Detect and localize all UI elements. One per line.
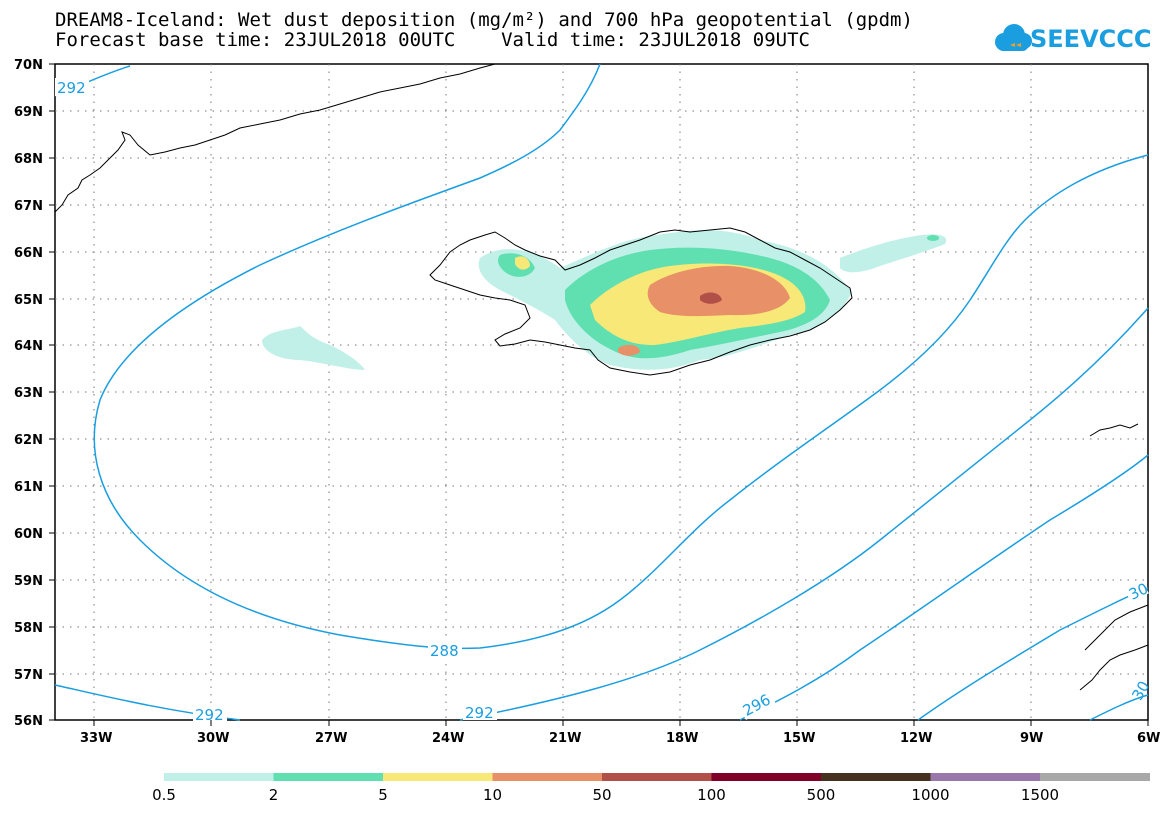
cloud-icon [995, 24, 1032, 51]
legend-swatch [273, 773, 384, 781]
legend-swatch [821, 773, 931, 781]
lat-label: 58N [14, 621, 43, 636]
legend-label: 1000 [911, 786, 949, 804]
latitude-labels: 70N 69N 68N 67N 66N 65N 64N 63N 62N 61N … [14, 58, 43, 729]
logo-text: SEEVCCC [1030, 25, 1152, 53]
lon-label: 12W [900, 731, 932, 746]
lat-label: 57N [14, 668, 43, 683]
geopotential-contours [54, 63, 1149, 721]
legend-swatch [602, 773, 712, 781]
lat-label: 66N [14, 246, 43, 261]
contour-label: 292 [195, 706, 224, 724]
coastline [54, 63, 1149, 691]
lon-label: 21W [549, 731, 581, 746]
lon-label: 27W [315, 731, 347, 746]
lat-label: 64N [14, 339, 43, 354]
map-frame [54, 63, 1149, 721]
lat-label: 62N [14, 433, 43, 448]
lon-label: 33W [80, 731, 112, 746]
lon-label: 30W [197, 731, 229, 746]
legend-swatch [492, 773, 603, 781]
dust-deposition-field [262, 230, 947, 370]
legend-swatch [1040, 773, 1150, 781]
legend-swatch [711, 773, 822, 781]
contour-label: 292 [57, 79, 86, 97]
lat-label: 61N [14, 480, 43, 495]
lat-label: 67N [14, 199, 43, 214]
lat-label: 69N [14, 105, 43, 120]
map-subtitle: Forecast base time: 23JUL2018 00UTC Vali… [55, 29, 810, 51]
legend-swatch [164, 773, 274, 781]
lon-label: 15W [783, 731, 815, 746]
lat-label: 60N [14, 527, 43, 542]
longitude-labels: 33W 30W 27W 24W 21W 18W 15W 12W 9W 6W [80, 731, 1160, 746]
legend-labels: 0.5 2 5 10 50 100 500 1000 1500 [152, 786, 1059, 804]
lon-label: 24W [432, 731, 464, 746]
lat-label: 68N [14, 152, 43, 167]
lat-label: 56N [14, 714, 43, 729]
legend-label: 1500 [1021, 786, 1059, 804]
contour-label: 292 [465, 704, 494, 722]
legend-label: 5 [378, 786, 388, 804]
axis-ticks [49, 63, 1149, 726]
legend-label: 500 [807, 786, 836, 804]
legend-colorbar [164, 773, 1150, 781]
legend-label: 2 [269, 786, 279, 804]
legend-label: 100 [697, 786, 726, 804]
lat-label: 59N [14, 574, 43, 589]
lat-label: 65N [14, 293, 43, 308]
legend-swatch [930, 773, 1041, 781]
lon-label: 9W [1020, 731, 1043, 746]
lon-label: 18W [666, 731, 698, 746]
legend-label: 50 [592, 786, 611, 804]
lat-label: 63N [14, 386, 43, 401]
legend-swatch [383, 773, 493, 781]
map-title: DREAM8-Iceland: Wet dust deposition (mg/… [55, 9, 913, 31]
legend-label: 0.5 [152, 786, 176, 804]
lat-label: 70N [14, 58, 43, 73]
legend-label: 10 [483, 786, 502, 804]
contour-label: 288 [430, 642, 459, 660]
lon-label: 6W [1137, 731, 1160, 746]
